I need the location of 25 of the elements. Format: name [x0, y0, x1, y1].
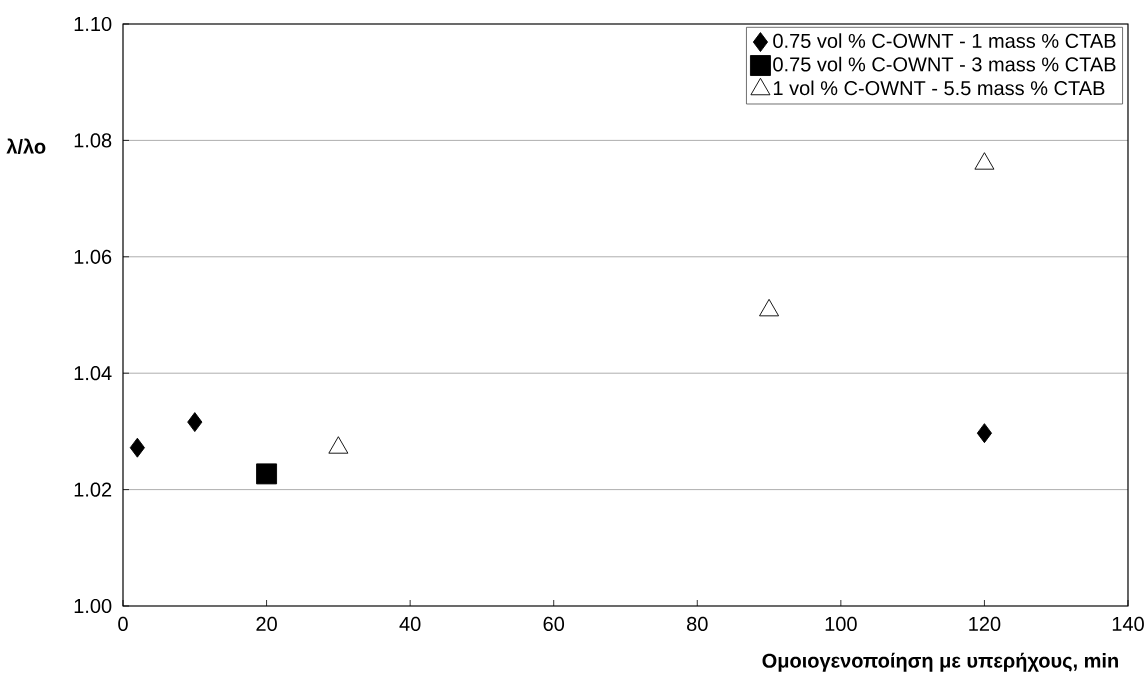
- y-tick-label: 1.02: [74, 482, 112, 497]
- legend-label: 0.75 vol % C-OWNT - 3 mass % CTAB: [773, 56, 1116, 72]
- point: [187, 412, 203, 433]
- point: [759, 298, 780, 317]
- y-tick-label: 1.08: [74, 133, 112, 148]
- point: [256, 463, 278, 485]
- point: [976, 423, 992, 444]
- x-tick-label: 0: [118, 616, 128, 632]
- x-tick-label: 140: [1112, 616, 1144, 632]
- x-tick-label: 120: [969, 616, 1001, 632]
- y-tick-label: 1.06: [74, 249, 112, 264]
- x-tick-label: 40: [399, 616, 421, 632]
- x-tick-label: 80: [687, 616, 708, 632]
- legend-label: 0.75 vol % C-OWNT - 1 mass % CTAB: [773, 33, 1116, 48]
- point: [974, 152, 995, 170]
- x-tick-label: 100: [825, 616, 857, 632]
- y-tick-label: 1.00: [74, 598, 112, 614]
- x-tick-label: 20: [256, 616, 277, 632]
- x-axis-title: Ομοιογενοποίηση με υπερήχους, min: [762, 652, 1118, 672]
- y-tick-label: 1.10: [74, 16, 112, 32]
- legend-label: 1 vol % C-OWNT - 5.5 mass % CTAB: [773, 80, 1105, 96]
- x-tick-label: 60: [543, 616, 565, 632]
- point: [129, 437, 145, 458]
- y-axis-title: λ/λο: [6, 138, 46, 154]
- y-tick-label: 1.04: [74, 366, 112, 381]
